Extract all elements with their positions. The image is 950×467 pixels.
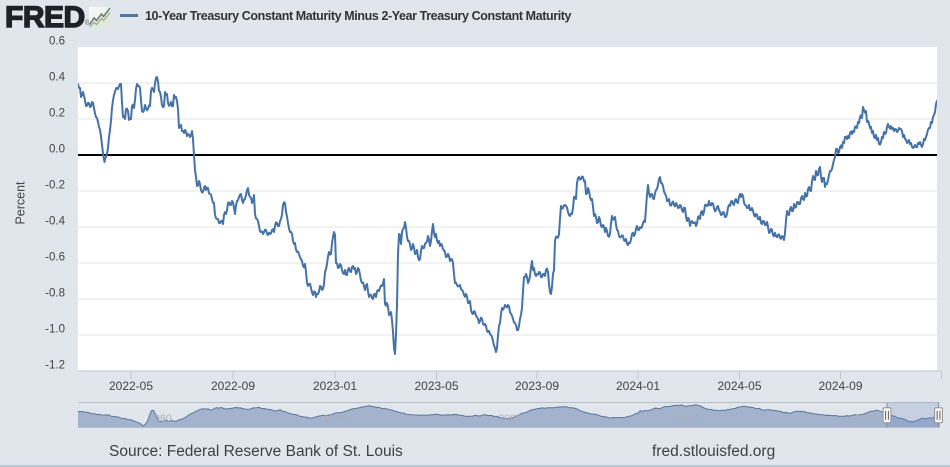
svg-text:0.6: 0.6 — [49, 36, 65, 48]
svg-text:2023-05: 2023-05 — [414, 379, 458, 393]
svg-text:2000: 2000 — [498, 413, 522, 425]
svg-text:2023-09: 2023-09 — [515, 379, 559, 393]
svg-text:0.0: 0.0 — [49, 144, 65, 156]
svg-text:-0.2: -0.2 — [45, 180, 65, 192]
svg-text:0.2: 0.2 — [49, 108, 65, 120]
svg-text:Percent: Percent — [14, 181, 28, 225]
svg-text:1980: 1980 — [148, 413, 172, 425]
svg-text:2010: 2010 — [675, 413, 699, 425]
svg-text:-1.0: -1.0 — [45, 324, 65, 336]
svg-text:2024-01: 2024-01 — [616, 379, 660, 393]
svg-text:1990: 1990 — [323, 413, 347, 425]
svg-text:2022-05: 2022-05 — [109, 379, 153, 393]
svg-text:2020: 2020 — [854, 413, 878, 425]
svg-text:2024-05: 2024-05 — [717, 379, 761, 393]
svg-text:0.4: 0.4 — [49, 72, 66, 84]
svg-text:2023-01: 2023-01 — [313, 379, 357, 393]
svg-text:-1.2: -1.2 — [45, 360, 65, 372]
svg-text:2022-09: 2022-09 — [211, 379, 255, 393]
svg-text:-0.4: -0.4 — [45, 216, 65, 228]
svg-text:2024-09: 2024-09 — [818, 379, 862, 393]
svg-text:-0.8: -0.8 — [45, 288, 65, 300]
svg-text:-0.6: -0.6 — [45, 252, 65, 264]
